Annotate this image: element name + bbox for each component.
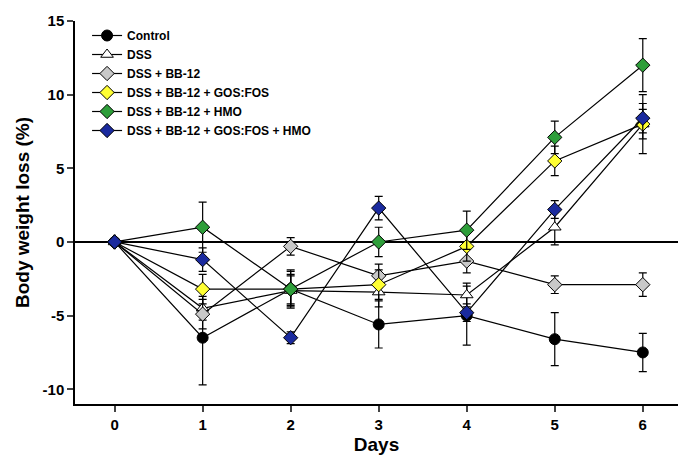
svg-text:DSS + BB-12 + HMO: DSS + BB-12 + HMO: [127, 105, 242, 119]
svg-text:3: 3: [375, 416, 383, 433]
svg-text:Control: Control: [127, 29, 170, 43]
svg-text:15: 15: [48, 12, 65, 29]
svg-text:0: 0: [56, 233, 64, 250]
svg-text:5: 5: [56, 160, 64, 177]
svg-text:0: 0: [110, 416, 118, 433]
svg-text:DSS + BB-12: DSS + BB-12: [127, 67, 200, 81]
svg-text:DSS + BB-12 + GOS:FOS: DSS + BB-12 + GOS:FOS: [127, 86, 269, 100]
svg-text:-10: -10: [43, 381, 65, 398]
svg-text:1: 1: [198, 416, 206, 433]
svg-text:2: 2: [286, 416, 294, 433]
svg-text:10: 10: [48, 86, 65, 103]
svg-text:6: 6: [639, 416, 647, 433]
svg-text:5: 5: [551, 416, 559, 433]
svg-text:Body weight loss (%): Body weight loss (%): [12, 117, 33, 308]
svg-text:DSS + BB-12 + GOS:FOS + HMO: DSS + BB-12 + GOS:FOS + HMO: [127, 124, 311, 138]
svg-text:4: 4: [463, 416, 472, 433]
svg-text:Days: Days: [354, 434, 399, 455]
svg-text:-5: -5: [51, 307, 64, 324]
svg-text:DSS: DSS: [127, 48, 152, 62]
